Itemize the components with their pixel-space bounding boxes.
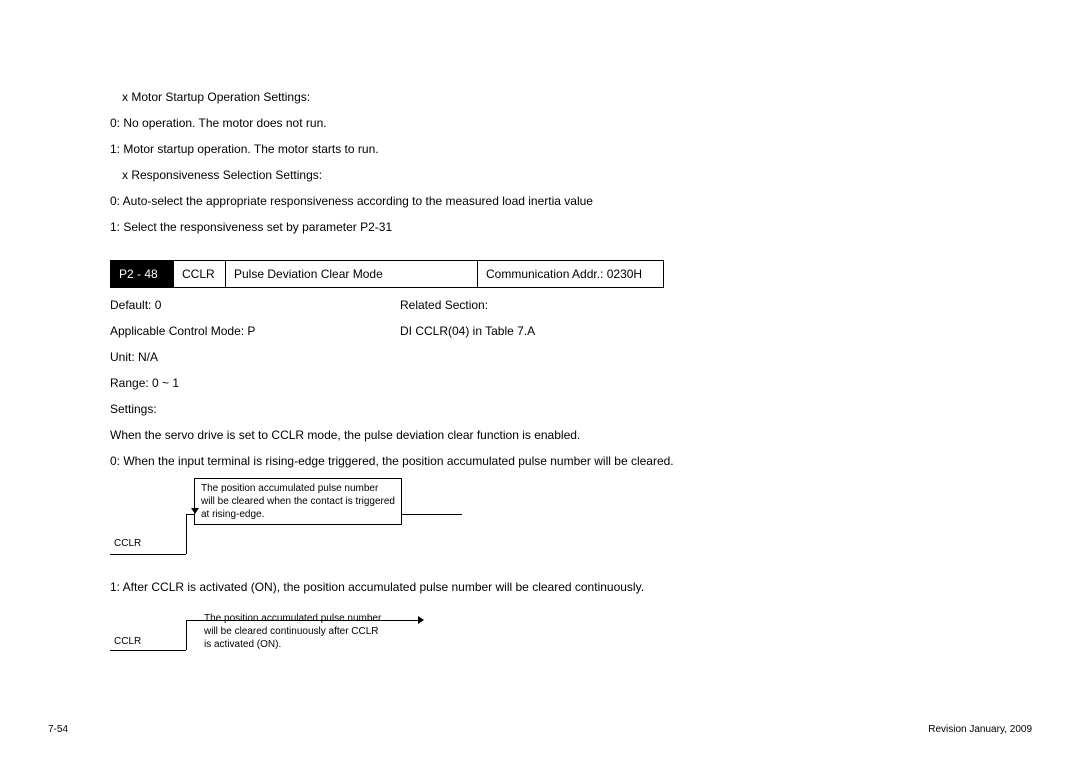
param-title: Pulse Deviation Clear Mode [226,260,478,288]
related-label: Related Section: [400,296,700,314]
responsiveness-opt1: 1: Select the responsiveness set by para… [110,218,830,236]
diagram2-annotation: The position accumulated pulse number wi… [204,612,381,651]
diagram1-arrow-icon [191,508,199,514]
param-code: P2 - 48 [110,260,174,288]
responsiveness-heading: x Responsiveness Selection Settings: [122,166,830,184]
responsiveness-opt0: 0: Auto-select the appropriate responsiv… [110,192,830,210]
range-label: Range: 0 ~ 1 [110,374,830,392]
default-label: Default: 0 [110,296,400,314]
document-content: x Motor Startup Operation Settings: 0: N… [110,88,830,670]
diagram1-line-low [110,554,186,555]
motor-startup-heading: x Motor Startup Operation Settings: [122,88,830,106]
diagram2-line-low [110,650,186,651]
mode1-text: 1: After CCLR is activated (ON), the pos… [110,578,830,596]
param-header-row: P2 - 48 CCLR Pulse Deviation Clear Mode … [110,260,830,288]
diagram1-cclr-label: CCLR [114,538,141,549]
motor-startup-opt0: 0: No operation. The motor does not run. [110,114,830,132]
diagram2-l2: will be cleared continuously after CCLR [204,625,381,638]
param-short: CCLR [174,260,226,288]
page-number: 7-54 [48,724,68,735]
diagram2-l1: The position accumulated pulse number [204,612,381,625]
unit-label: Unit: N/A [110,348,830,366]
diagram1-box-l2: will be cleared when the contact is trig… [201,495,395,508]
settings-intro: When the servo drive is set to CCLR mode… [110,426,830,444]
diagram1-annotation-box: The position accumulated pulse number wi… [194,478,402,525]
settings-label: Settings: [110,400,830,418]
diagram-continuous: CCLR The position accumulated pulse numb… [110,604,830,660]
diagram1-line-edge [186,514,187,554]
revision-label: Revision January, 2009 [928,724,1032,735]
diagram2-cclr-label: CCLR [114,636,141,647]
param-addr: Communication Addr.: 0230H [478,260,664,288]
diagram2-line-edge [186,620,187,650]
related-value: DI CCLR(04) in Table 7.A [400,322,700,340]
mode0-text: 0: When the input terminal is rising-edg… [110,452,830,470]
mode-label: Applicable Control Mode: P [110,322,400,340]
diagram2-l3: is activated (ON). [204,638,381,651]
diagram1-box-l3: at rising-edge. [201,508,395,521]
diagram1-box-l1: The position accumulated pulse number [201,482,395,495]
detail-row-default: Default: 0 Related Section: [110,296,830,314]
page-footer: 7-54 Revision January, 2009 [48,724,1032,735]
diagram-rising-edge: CCLR The position accumulated pulse numb… [110,478,830,568]
diagram2-arrow-icon [418,616,424,624]
detail-row-mode: Applicable Control Mode: P DI CCLR(04) i… [110,322,830,340]
motor-startup-opt1: 1: Motor startup operation. The motor st… [110,140,830,158]
